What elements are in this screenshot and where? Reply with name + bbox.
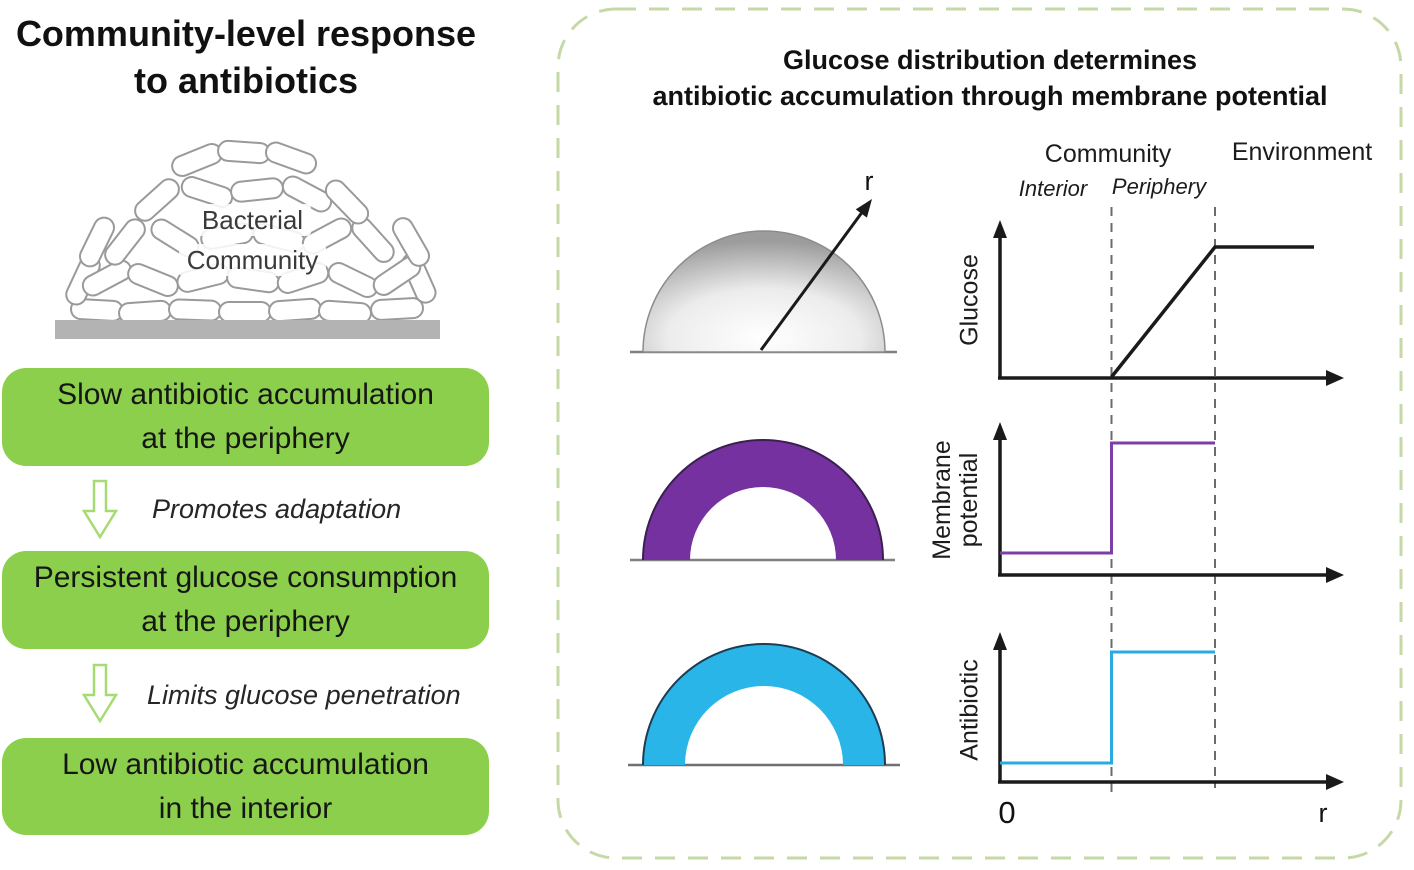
down-arrow-icon bbox=[81, 663, 119, 724]
right-panel-graphics bbox=[556, 7, 1403, 860]
bacterium bbox=[268, 297, 322, 323]
flow-box-1-line1: Slow antibiotic accumulation bbox=[57, 378, 434, 411]
antibiotic-axis-label: Antibiotic bbox=[955, 659, 984, 761]
antibiotic-plot bbox=[993, 632, 1344, 790]
bacteria-cells bbox=[65, 139, 437, 324]
bacterium bbox=[370, 297, 424, 321]
bacterium bbox=[324, 179, 370, 225]
membrane-potential-plot bbox=[993, 422, 1344, 583]
bacterium bbox=[168, 298, 222, 322]
down-arrow-icon bbox=[81, 479, 119, 540]
flow-box-2-line2: at the periphery bbox=[141, 605, 350, 638]
membrane-potential-axis-label: Membrane potential bbox=[928, 440, 983, 560]
bacterium bbox=[180, 176, 234, 208]
flow-box-1-line2: at the periphery bbox=[141, 422, 350, 455]
left-title-line2: to antibiotics bbox=[134, 60, 358, 101]
flow-box-2-line1: Persistent glucose consumption bbox=[33, 561, 458, 594]
cyan-periphery-ring bbox=[643, 644, 885, 765]
antibiotic-x-arrowhead-icon bbox=[1326, 774, 1344, 790]
bacterium bbox=[171, 143, 223, 177]
bacterium bbox=[218, 301, 272, 323]
right-panel-title: Glucose distribution determines antibiot… bbox=[560, 42, 1414, 114]
membrane-x-arrowhead-icon bbox=[1326, 567, 1344, 583]
left-panel-title: Community-level response to antibiotics bbox=[0, 10, 492, 104]
glucose-axis-label: Glucose bbox=[955, 254, 984, 346]
bacterium bbox=[217, 139, 271, 165]
dashed-panel-border bbox=[556, 7, 1403, 860]
flow-box-slow-accumulation: Slow antibiotic accumulation at the peri… bbox=[2, 368, 489, 466]
bacterial-community-label: Bacterial Community bbox=[55, 200, 450, 280]
flow-box-3-line1: Low antibiotic accumulation bbox=[62, 747, 429, 781]
x-axis-r-label: r bbox=[1318, 798, 1328, 828]
antibiotic-y-arrowhead-icon bbox=[993, 632, 1007, 650]
bacterium bbox=[104, 218, 146, 266]
purple-periphery-ring bbox=[643, 440, 883, 560]
x-axis-origin-label: 0 bbox=[998, 795, 1016, 830]
right-title-line2: antibiotic accumulation through membrane… bbox=[652, 81, 1328, 111]
glucose-y-arrowhead-icon bbox=[993, 220, 1007, 238]
bacterium bbox=[78, 216, 116, 268]
bacterial-community-label-line2: Community bbox=[178, 244, 327, 276]
glucose-plot bbox=[993, 220, 1344, 386]
flow-box-3-line2: in the interior bbox=[158, 791, 333, 825]
purple-ring-outline bbox=[642, 439, 884, 561]
flow-arrow-1 bbox=[81, 479, 119, 540]
membrane-axis-label-line1: Membrane bbox=[928, 440, 956, 560]
dome-radius-label: r bbox=[864, 166, 874, 196]
periphery-region-label: Periphery bbox=[1111, 174, 1207, 199]
flow-box-glucose-consumption: Persistent glucose consumption at the pe… bbox=[2, 551, 489, 649]
membrane-y-arrowhead-icon bbox=[993, 422, 1007, 440]
flow-arrow-2-label: Limits glucose penetration bbox=[147, 680, 461, 710]
flow-box-low-accumulation: Low antibiotic accumulation in the inter… bbox=[2, 738, 489, 835]
flow-arrow-2 bbox=[81, 663, 119, 724]
cyan-ring-outline bbox=[642, 643, 886, 766]
gray-dome bbox=[642, 230, 886, 353]
environment-region-label: Environment bbox=[1231, 138, 1373, 166]
interior-region-label: Interior bbox=[1018, 176, 1088, 201]
bacterium bbox=[134, 178, 180, 222]
bacterial-community-illustration bbox=[65, 139, 437, 324]
flow-arrow-1-label: Promotes adaptation bbox=[152, 494, 402, 524]
glucose-x-arrowhead-icon bbox=[1326, 370, 1344, 386]
bacterial-community-label-line1: Bacterial bbox=[193, 204, 312, 236]
antibiotic-curve bbox=[1000, 650, 1215, 765]
membrane-potential-curve bbox=[1000, 441, 1215, 555]
glucose-curve bbox=[1110, 245, 1314, 379]
bacterium bbox=[392, 217, 430, 267]
membrane-axis-label-line2: potential bbox=[955, 452, 983, 548]
substrate-bar bbox=[55, 320, 440, 339]
bacterium bbox=[281, 175, 333, 213]
bacterium bbox=[127, 263, 179, 297]
bacterium bbox=[230, 177, 284, 203]
left-title-line1: Community-level response bbox=[15, 13, 477, 54]
bacterium bbox=[81, 259, 133, 297]
radius-arrow-shaft bbox=[759, 210, 865, 351]
bacterium bbox=[264, 141, 318, 175]
right-title-line1: Glucose distribution determines bbox=[782, 45, 1198, 75]
radius-arrowhead-icon bbox=[855, 199, 872, 218]
community-region-label: Community bbox=[1044, 140, 1172, 168]
